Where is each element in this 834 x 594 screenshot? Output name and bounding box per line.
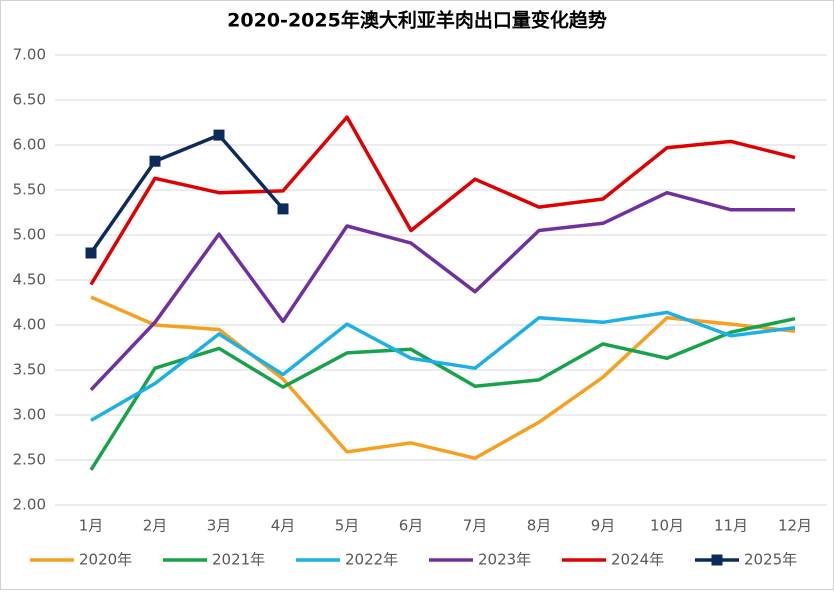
x-tick-label: 8月 xyxy=(527,517,552,535)
y-tick-label: 7.00 xyxy=(13,46,46,64)
series-line xyxy=(90,295,796,460)
legend-label: 2020年 xyxy=(79,551,132,569)
point-marker xyxy=(85,247,97,259)
y-tick-label: 6.50 xyxy=(13,91,46,109)
series-line xyxy=(90,310,796,422)
y-tick-label: 5.50 xyxy=(13,181,46,199)
x-tick-label: 6月 xyxy=(399,517,424,535)
legend-label: 2022年 xyxy=(345,551,398,569)
x-tick-label: 2月 xyxy=(143,517,168,535)
legend-marker xyxy=(711,554,723,566)
y-tick-label: 4.50 xyxy=(13,271,46,289)
x-tick-label: 10月 xyxy=(650,517,684,535)
y-tick-label: 3.50 xyxy=(13,361,46,379)
x-tick-label: 3月 xyxy=(207,517,232,535)
legend-label: 2021年 xyxy=(212,551,265,569)
y-tick-label: 3.00 xyxy=(13,406,46,424)
series-line xyxy=(89,133,285,255)
series-line xyxy=(89,316,796,471)
legend-label: 2025年 xyxy=(744,551,797,569)
chart-title: 2020-2025年澳大利亚羊肉出口量变化趋势 xyxy=(227,9,607,32)
y-tick-label: 2.00 xyxy=(13,496,46,514)
legend-label: 2024年 xyxy=(611,551,664,569)
y-tick-label: 4.00 xyxy=(13,316,46,334)
point-marker xyxy=(149,155,161,167)
x-tick-label: 11月 xyxy=(714,517,748,535)
series-line xyxy=(89,190,795,392)
x-tick-label: 9月 xyxy=(591,517,616,535)
y-tick-label: 6.00 xyxy=(13,136,46,154)
point-marker xyxy=(277,203,289,215)
x-tick-label: 7月 xyxy=(463,517,488,535)
y-tick-label: 2.50 xyxy=(13,451,46,469)
legend-label: 2023年 xyxy=(478,551,531,569)
point-marker xyxy=(213,129,225,141)
x-tick-label: 1月 xyxy=(79,517,104,535)
x-tick-label: 5月 xyxy=(335,517,360,535)
y-tick-label: 5.00 xyxy=(13,226,46,244)
series-line xyxy=(89,115,796,286)
x-tick-label: 4月 xyxy=(271,517,296,535)
x-tick-label: 12月 xyxy=(778,517,812,535)
